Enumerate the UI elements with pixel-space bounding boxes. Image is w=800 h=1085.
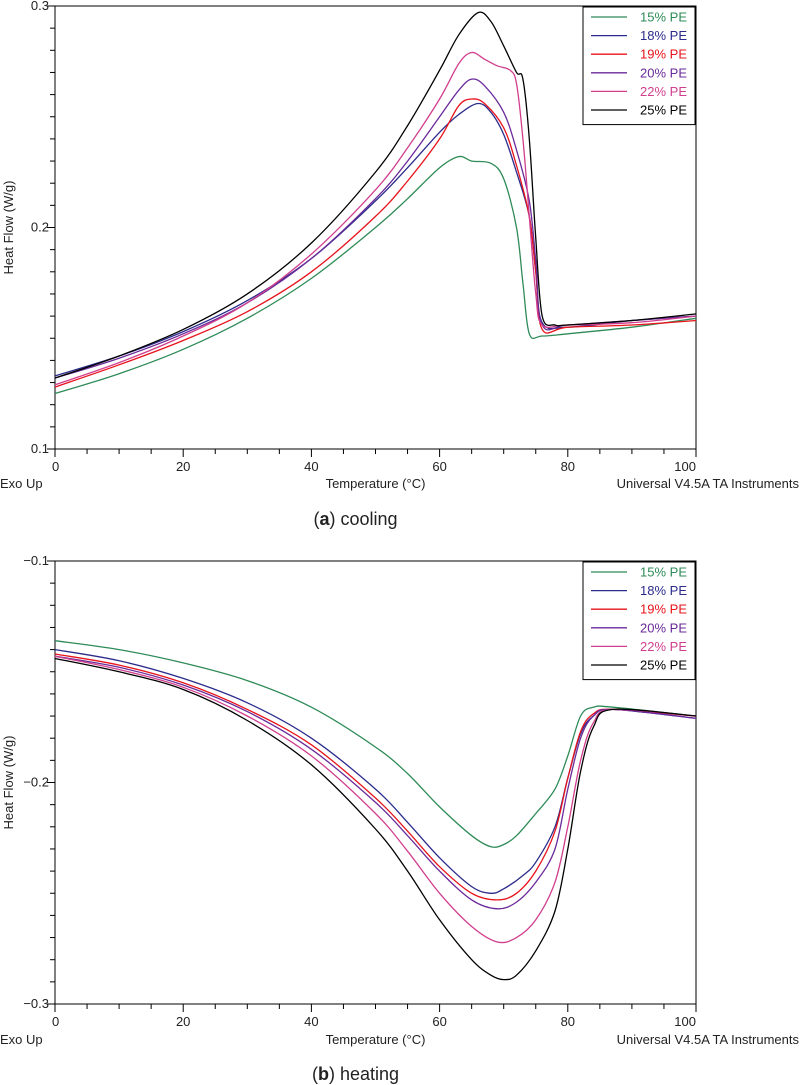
legend-label: 19% PE [640,602,687,617]
x-tick-label: 0 [52,459,59,474]
x-tick-label: 80 [561,1014,575,1029]
y-tick-label: −0.3 [23,996,49,1011]
y-axis-label: Heat Flow (W/g) [1,736,16,830]
x-tick-label: 0 [52,1014,59,1029]
caption-letter: a [319,509,330,529]
series-line-19-pe [54,653,697,901]
x-tick-label: 40 [304,1014,318,1029]
y-tick-label: 0.3 [31,0,49,13]
series-line-20-pe [54,655,697,910]
x-tick-label: 100 [674,1014,696,1029]
y-tick-label: 0.2 [31,220,49,235]
chart-panel-b: 0 20 40 60 80 100 −0.3 −0.2 −0.1 Heat Flow (W/g) E… [0,553,799,1084]
x-tick-label: 20 [176,1014,190,1029]
y-tick-label: 0.1 [31,441,49,456]
series-line-15-pe [54,155,697,395]
legend-label: 25% PE [640,103,687,118]
series-line-25-pe [54,11,697,379]
legend-label: 15% PE [640,10,687,25]
legend-label: 19% PE [640,47,687,62]
x-tick-label: 100 [674,459,696,474]
series-line-22-pe [54,51,697,386]
x-axis-label: Temperature (°C) [326,476,426,491]
legend-label: 18% PE [640,28,687,43]
x-tick-label: 80 [561,459,575,474]
x-axis-label: Temperature (°C) [326,1032,426,1047]
caption-text: heating [335,1064,399,1084]
panel-caption: (b) heating [312,1064,399,1084]
series-line-22-pe [54,655,697,944]
series-line-18-pe [54,102,697,377]
chart-panel-a: 0 20 40 60 80 100 0.1 0.2 0.3 Heat Flow (W/g) Exo … [0,0,799,529]
instrument-note: Universal V4.5A TA Instruments [617,1032,800,1047]
legend-label: 22% PE [640,639,687,654]
x-tick-label: 60 [432,459,446,474]
legend-label: 20% PE [640,620,687,635]
y-tick-label: −0.1 [23,553,49,568]
caption-text: cooling [335,509,397,529]
legend-box [582,6,696,126]
y-axis-label: Heat Flow (W/g) [1,181,16,275]
legend-box [582,561,696,681]
legend: 15% PE 18% PE 19% PE 20% PE 22% PE 25% PE [582,561,696,681]
exo-up-note: Exo Up [0,476,43,491]
legend: 15% PE 18% PE 19% PE 20% PE 22% PE 25% PE [582,6,696,126]
x-tick-label: 40 [304,459,318,474]
legend-label: 22% PE [640,84,687,99]
legend-label: 20% PE [640,65,687,80]
series-line-25-pe [54,657,697,981]
panel-caption: (a) cooling [313,509,397,529]
series-line-19-pe [54,98,697,388]
series-line-15-pe [54,640,697,848]
instrument-note: Universal V4.5A TA Instruments [617,476,800,491]
caption-letter: b [318,1064,329,1084]
y-tick-label: −0.2 [23,775,49,790]
legend-label: 15% PE [640,565,687,580]
legend-label: 18% PE [640,583,687,598]
x-tick-label: 60 [432,1014,446,1029]
x-tick-label: 20 [176,459,190,474]
exo-up-note: Exo Up [0,1032,43,1047]
series-line-18-pe [54,648,697,894]
legend-label: 25% PE [640,658,687,673]
